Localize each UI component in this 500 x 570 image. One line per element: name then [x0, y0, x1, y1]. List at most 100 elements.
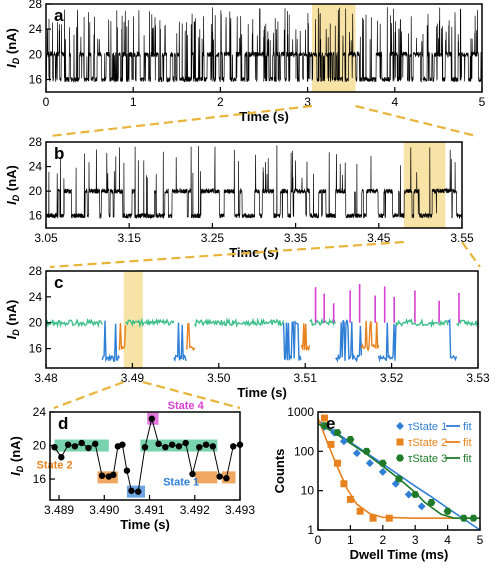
y-tick-label: 10 — [301, 484, 315, 498]
data-point — [362, 447, 371, 455]
data-point — [216, 473, 223, 480]
x-tick-label: 3 — [412, 533, 419, 547]
data-point — [365, 459, 374, 468]
x-tick-label: 3.55 — [450, 231, 474, 245]
data-point — [155, 440, 162, 448]
state-segment — [335, 319, 363, 363]
y-tick-label: 16 — [33, 472, 47, 486]
x-tick-label: 0 — [315, 533, 322, 547]
data-point — [333, 459, 341, 467]
y-tick-label: 1 — [307, 523, 314, 537]
data-point — [346, 495, 354, 503]
y-tick-label: 20 — [29, 47, 43, 61]
state-segment — [118, 322, 127, 351]
data-point — [148, 415, 155, 422]
state-segment — [185, 323, 196, 352]
y-tick-label: 24 — [29, 160, 43, 174]
trace-line — [45, 7, 483, 83]
y-tick-label: 24 — [33, 405, 47, 419]
x-axis-label: Time (s) — [120, 517, 170, 532]
data-point — [209, 443, 217, 450]
y-axis-label: ID (nA) — [4, 165, 21, 205]
x-tick-label: 3.51 — [294, 371, 318, 385]
y-tick-label: 16 — [29, 72, 43, 86]
state-label: State 4 — [168, 400, 205, 412]
x-axis-label: Dwell Time (ms) — [350, 547, 449, 562]
y-tick-label: 20 — [33, 439, 47, 453]
x-tick-label: 3.492 — [180, 503, 210, 517]
data-point — [356, 507, 364, 515]
x-tick-label: 3.489 — [44, 503, 74, 517]
data-point — [333, 429, 342, 436]
legend-label: τState 3 — [408, 453, 447, 465]
legend-fit-label: fit — [463, 437, 472, 449]
zoom-connector — [461, 241, 481, 268]
data-point — [396, 454, 404, 462]
data-point — [427, 499, 436, 506]
x-tick-label: 1 — [347, 533, 354, 547]
state-segment — [447, 317, 458, 362]
state-segment — [360, 320, 380, 352]
data-point — [92, 440, 99, 448]
x-tick-label: 0 — [43, 95, 50, 109]
panel-b: 3.05 3.15 3.25 3.35 3.45 3.55 16 20 24 28 Time (s)… — [4, 135, 474, 260]
x-tick-label: 3.49 — [121, 371, 145, 385]
y-axis-label: ID (nA) — [4, 28, 21, 68]
state-segment — [309, 317, 337, 327]
y-tick-label: 28 — [29, 264, 43, 278]
x-tick-label: 3.48 — [34, 371, 58, 385]
state-segment — [395, 317, 449, 329]
data-point — [189, 470, 196, 478]
state-segment — [300, 323, 311, 352]
plot-frame — [49, 411, 241, 501]
fit-line — [317, 423, 480, 520]
x-tick-label: 3.05 — [34, 231, 58, 245]
data-point — [123, 467, 131, 474]
y-tick-label: 20 — [29, 184, 43, 198]
legend-label: τState 2 — [408, 437, 447, 449]
data-point — [78, 439, 85, 447]
data-point — [352, 449, 361, 458]
fit-line — [317, 417, 480, 520]
data-point — [110, 471, 117, 479]
x-tick-label: 3.50 — [207, 371, 231, 385]
data-point — [64, 441, 72, 448]
state-segment — [101, 320, 120, 363]
data-point — [141, 444, 149, 451]
highlight-region — [123, 271, 143, 368]
x-tick-label: 3.25 — [201, 231, 225, 245]
data-point — [385, 514, 393, 522]
data-point — [223, 475, 230, 482]
x-tick-label: 4 — [391, 95, 398, 109]
data-point — [320, 422, 329, 430]
zoom-connector — [49, 104, 313, 138]
data-point — [85, 444, 92, 452]
data-point — [395, 475, 403, 483]
zoom-connector — [53, 380, 125, 410]
state-segment — [125, 317, 175, 329]
x-tick-label: 3.45 — [367, 231, 391, 245]
state-label: State 2 — [37, 460, 73, 472]
x-tick-label: 3 — [304, 95, 311, 109]
data-point — [417, 502, 426, 511]
y-axis-label: ID (nA) — [8, 436, 25, 476]
data-point — [98, 472, 106, 479]
trace-line — [45, 145, 463, 220]
data-point — [459, 514, 468, 522]
data-point — [58, 454, 65, 461]
x-tick-label: 3.490 — [89, 503, 119, 517]
y-tick-label: 100 — [294, 444, 314, 458]
y-tick-label: 16 — [29, 342, 43, 356]
legend-fit-label: fit — [463, 421, 472, 433]
data-point — [327, 440, 335, 448]
panel-c: 3.48 3.49 3.50 3.51 3.52 3.53 16 20 24 28 Time (s)… — [4, 264, 490, 400]
state-segment — [282, 320, 302, 361]
state-segment — [173, 322, 187, 363]
data-point — [411, 491, 420, 498]
data-point — [119, 441, 126, 448]
x-tick-label: 5 — [477, 533, 484, 547]
y-tick-label: 1000 — [287, 405, 314, 419]
state-label: State 1 — [163, 476, 199, 488]
